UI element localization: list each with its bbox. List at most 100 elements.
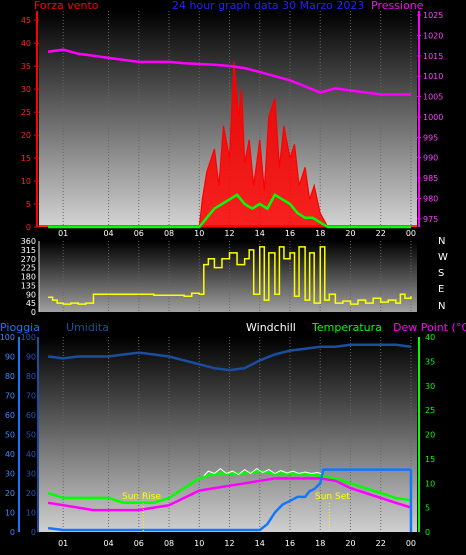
x-tick-label: 08	[164, 539, 174, 548]
temp-axis-tick: 25	[425, 406, 435, 415]
wind-axis-tick: 25	[21, 108, 31, 117]
temp-axis-tick: 40	[425, 333, 435, 342]
wind-axis-tick: 10	[21, 177, 31, 186]
direction-axis-tick: 90	[26, 290, 36, 299]
temp-axis-tick: 15	[425, 455, 435, 464]
temperature-series	[47, 469, 412, 505]
rain-axis-tick: 60	[5, 411, 15, 420]
humidity-axis-tick: 20	[26, 489, 36, 498]
pressure-axis-tick: 1020	[423, 31, 443, 40]
x-tick-label: 04	[103, 229, 113, 238]
compass-label: W	[438, 252, 448, 263]
humidity-axis-tick: 40	[26, 450, 36, 459]
direction-axis-tick: 0	[31, 308, 36, 317]
chart-title: 24 hour graph data 30 Marzo 2023	[172, 0, 364, 12]
wind-gust-series	[48, 193, 411, 229]
rain-axis-tick: 70	[5, 392, 15, 401]
compass-label: N	[438, 236, 445, 247]
temp-axis-tick: 10	[425, 479, 435, 488]
wind-speed-label: Forza vento	[34, 0, 99, 12]
x-tick-label: 00	[406, 539, 416, 548]
direction-axis-tick: 135	[21, 281, 36, 290]
x-tick-label: 00	[406, 229, 416, 238]
pressure-axis-tick: 975	[423, 215, 438, 224]
humidity-axis-tick: 60	[26, 411, 36, 420]
wind-axis-tick: 0	[26, 223, 31, 232]
humidity-axis-tick: 10	[26, 509, 36, 518]
direction-panel-bg	[39, 241, 417, 312]
temp-axis-tick: 30	[425, 382, 435, 391]
x-tick-label: 01	[58, 539, 68, 548]
humidity-series	[47, 343, 412, 372]
wind-axis-tick: 45	[21, 16, 31, 25]
rain-axis-tick: 80	[5, 372, 15, 381]
x-tick-label: 10	[194, 539, 204, 548]
pressure-axis-tick: 1000	[423, 113, 443, 122]
x-tick-label: 12	[224, 539, 234, 548]
rain-axis-tick: 10	[5, 509, 15, 518]
x-tick-label: 22	[376, 539, 386, 548]
x-tick-label: 14	[255, 229, 265, 238]
rain-axis-tick: 40	[5, 450, 15, 459]
dewpoint-series	[47, 477, 412, 512]
rain-axis-tick: 100	[0, 333, 15, 342]
x-tick-label: 04	[103, 539, 113, 548]
pressure-axis-tick: 995	[423, 133, 438, 142]
x-tick-label: 08	[164, 229, 174, 238]
pressure-axis-tick: 980	[423, 194, 438, 203]
pressure-label: Pressione	[371, 0, 424, 12]
dewpoint-label: Dew Point (°C)	[393, 321, 466, 334]
pressure-axis-tick: 990	[423, 154, 438, 163]
humidity-axis-tick: 90	[26, 353, 36, 362]
wind-axis-tick: 40	[21, 39, 31, 48]
pressure-series	[47, 48, 411, 96]
direction-axis-tick: 180	[21, 273, 36, 282]
x-tick-label: 16	[285, 539, 295, 548]
x-tick-label: 06	[134, 229, 144, 238]
x-tick-label: 18	[315, 539, 325, 548]
wind-speed-series	[48, 61, 411, 228]
wind-axis-tick: 15	[21, 154, 31, 163]
temp-axis-tick: 20	[425, 431, 435, 440]
x-tick-label: 01	[58, 229, 68, 238]
windchill-label: Windchill	[246, 321, 296, 334]
humidity-axis-tick: 30	[26, 470, 36, 479]
x-tick-label: 22	[376, 229, 386, 238]
pressure-axis-tick: 1025	[423, 11, 443, 20]
x-tick-label: 10	[194, 229, 204, 238]
sunrise-label: Sun Rise	[122, 492, 161, 502]
humidity-axis-tick: 80	[26, 372, 36, 381]
rain-axis-tick: 30	[5, 470, 15, 479]
compass-label: S	[438, 268, 444, 279]
pressure-axis-tick: 1010	[423, 72, 443, 81]
x-tick-label: 12	[224, 229, 234, 238]
temp-axis-tick: 5	[425, 504, 430, 513]
wind-axis-tick: 35	[21, 62, 31, 71]
humidity-label: Umidita	[66, 321, 109, 334]
direction-axis-tick: 315	[21, 246, 36, 255]
direction-axis-tick: 360	[21, 237, 36, 246]
compass-label: E	[438, 284, 444, 295]
humidity-axis-tick: 0	[31, 528, 36, 537]
temperature-label: Temperatura	[311, 321, 382, 334]
compass-label: N	[438, 301, 445, 312]
pressure-axis-tick: 985	[423, 174, 438, 183]
wind-axis-tick: 30	[21, 85, 31, 94]
x-tick-label: 06	[134, 539, 144, 548]
wind-axis-tick: 5	[26, 200, 31, 209]
temp-panel-bg	[39, 337, 417, 532]
pressure-axis-tick: 1005	[423, 93, 443, 102]
x-tick-label: 14	[255, 539, 265, 548]
x-tick-label: 18	[315, 229, 325, 238]
x-tick-label: 20	[345, 229, 355, 238]
rain-axis-tick: 50	[5, 431, 15, 440]
wind-direction-series	[48, 246, 412, 305]
sunset-label: Sun Set	[315, 492, 350, 502]
direction-axis-tick: 45	[26, 299, 36, 308]
rain-axis-tick: 20	[5, 489, 15, 498]
rain-label: Pioggia	[0, 321, 40, 334]
rain-axis-tick: 0	[10, 528, 15, 537]
humidity-axis-tick: 70	[26, 392, 36, 401]
rain-series	[47, 468, 411, 532]
